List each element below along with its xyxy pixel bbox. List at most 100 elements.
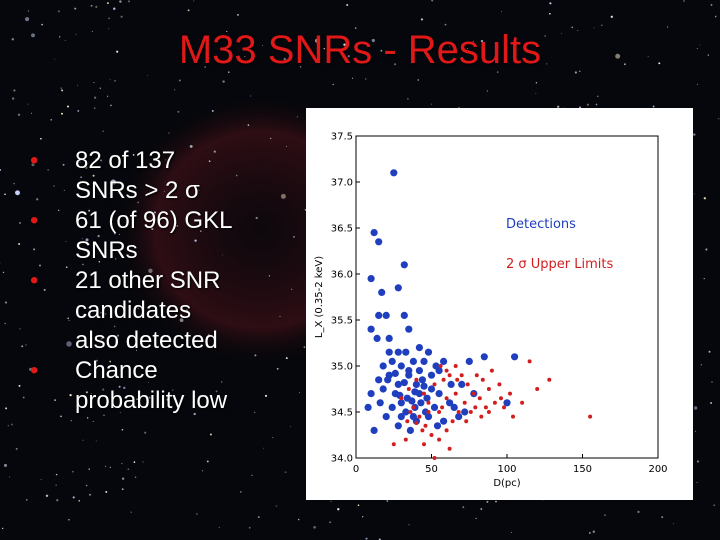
- y-tick-label: 34.0: [331, 454, 353, 465]
- scatter-plot-panel: 0 50 100 150 200 34.0 34.5 35.0 35.5 36.0 36.5 37.0…: [306, 108, 693, 500]
- star: [25, 344, 27, 346]
- detection-point: [409, 357, 417, 365]
- upper-limit-point: [450, 419, 455, 424]
- star: [177, 110, 180, 113]
- star: [63, 189, 65, 191]
- star: [480, 39, 484, 43]
- star: [213, 150, 216, 153]
- star: [244, 56, 246, 58]
- star: [172, 389, 174, 391]
- detection-point: [408, 397, 416, 405]
- star: [637, 510, 640, 514]
- star: [296, 116, 299, 118]
- upper-limit-point: [399, 396, 404, 401]
- star: [47, 169, 49, 171]
- upper-limit-point: [486, 410, 491, 414]
- star: [135, 349, 137, 351]
- star: [26, 499, 28, 501]
- detection-point: [480, 353, 488, 361]
- star: [96, 184, 98, 186]
- star: [174, 89, 176, 91]
- star: [127, 468, 130, 470]
- star: [9, 476, 11, 478]
- upper-limit-point: [479, 414, 484, 419]
- detection-point: [424, 348, 433, 356]
- star: [703, 197, 706, 200]
- detection-point: [406, 426, 414, 434]
- star: [710, 3, 713, 6]
- star: [85, 238, 89, 242]
- star: [535, 82, 538, 84]
- star: [43, 288, 46, 291]
- star: [119, 411, 121, 413]
- star: [77, 109, 80, 112]
- star: [116, 334, 120, 337]
- bullet-line: SNRs > 2 σ: [75, 177, 200, 204]
- detection-point: [364, 403, 372, 411]
- star: [431, 103, 432, 105]
- star: [658, 62, 661, 65]
- star: [88, 493, 92, 496]
- star: [168, 132, 170, 134]
- star: [703, 277, 705, 280]
- star: [147, 382, 149, 384]
- star: [718, 118, 720, 120]
- star: [215, 390, 218, 393]
- upper-limit-point: [420, 428, 425, 433]
- star: [713, 504, 716, 507]
- upper-limit-point: [432, 382, 437, 387]
- star: [247, 124, 250, 126]
- detection-point: [379, 362, 387, 370]
- star: [82, 263, 84, 266]
- star: [45, 494, 49, 497]
- upper-limit-point: [471, 391, 476, 396]
- upper-limit-point: [489, 368, 494, 373]
- star: [466, 47, 468, 50]
- star: [55, 484, 57, 486]
- star: [595, 103, 598, 106]
- star: [61, 112, 63, 115]
- star: [74, 7, 77, 10]
- star: [289, 426, 291, 428]
- star: [85, 166, 88, 169]
- star: [303, 346, 306, 348]
- star: [323, 47, 326, 50]
- bullet-list: • 82 of 137 SNRs > 2 σ • 61 (of 96) GKL …: [30, 146, 280, 416]
- star: [535, 92, 537, 94]
- star: [222, 80, 225, 83]
- star: [207, 333, 210, 336]
- star: [93, 82, 95, 84]
- star: [108, 28, 110, 30]
- star: [2, 271, 5, 273]
- star: [700, 364, 702, 366]
- star: [187, 9, 190, 12]
- star: [100, 337, 103, 340]
- star: [4, 322, 6, 325]
- star: [347, 55, 350, 58]
- star: [251, 474, 253, 477]
- detection-point: [388, 403, 396, 411]
- star: [78, 499, 81, 502]
- star: [351, 77, 354, 79]
- star: [647, 56, 649, 58]
- detection-point: [405, 371, 413, 379]
- upper-limit-point: [426, 410, 431, 414]
- star: [68, 518, 70, 521]
- upper-limit-point: [422, 442, 426, 447]
- star: [21, 345, 24, 348]
- star: [500, 11, 502, 12]
- upper-limit-point: [527, 359, 532, 364]
- star: [365, 78, 367, 80]
- star: [571, 26, 573, 28]
- star: [165, 159, 167, 161]
- star: [114, 258, 117, 260]
- upper-limit-point: [468, 410, 473, 414]
- star: [11, 423, 13, 426]
- bullet-line: 61 (of 96) GKL: [75, 207, 233, 234]
- star: [121, 463, 123, 465]
- star: [121, 488, 124, 491]
- upper-limit-point: [477, 396, 482, 401]
- star: [11, 97, 15, 100]
- upper-limit-point: [403, 437, 408, 442]
- star: [623, 63, 626, 66]
